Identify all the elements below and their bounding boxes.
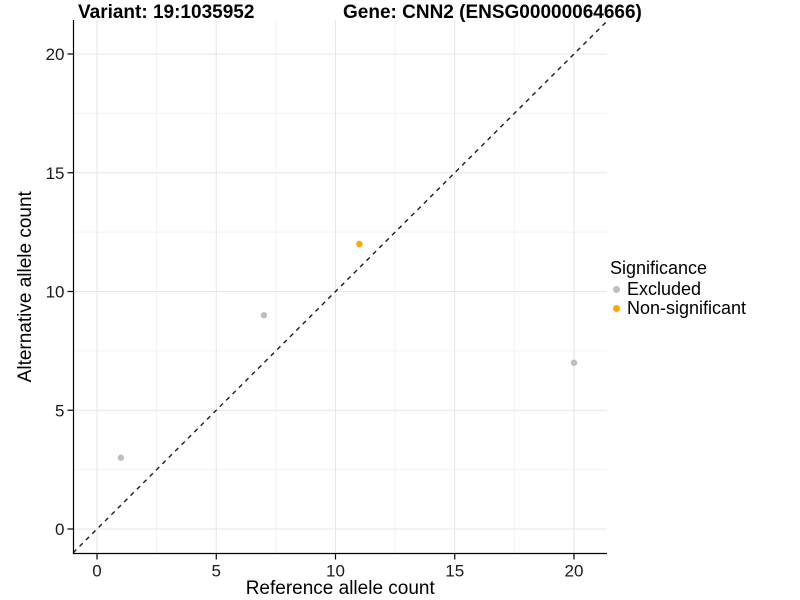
- legend-title: Significance: [610, 258, 708, 278]
- legend-item-non-significant: Non-significant: [610, 299, 746, 318]
- y-tick-label: 15: [46, 164, 65, 183]
- data-point: [570, 359, 578, 366]
- y-tick-label: 10: [46, 283, 65, 302]
- data-point: [117, 454, 125, 461]
- x-tick-label: 0: [92, 562, 101, 581]
- non-significant-dot-icon: [613, 305, 620, 312]
- legend: Significance Excluded Non-significant: [610, 257, 746, 318]
- legend-item-label: Non-significant: [627, 298, 747, 318]
- data-point: [356, 240, 363, 248]
- y-tick-label: 5: [55, 401, 64, 420]
- legend-item-label: Excluded: [627, 279, 702, 299]
- legend-item-excluded: Excluded: [610, 280, 746, 299]
- identity-line: [72, 21, 607, 554]
- y-axis-title: Alternative allele count: [15, 190, 36, 382]
- y-tick-label: 0: [55, 520, 64, 539]
- y-tick-label: 20: [46, 45, 65, 64]
- x-tick-label: 5: [212, 562, 221, 581]
- plot-title-variant: Variant: 19:1035952: [78, 2, 255, 23]
- data-point: [260, 312, 268, 319]
- plot-title-gene: Gene: CNN2 (ENSG00000064666): [343, 2, 642, 23]
- excluded-dot-icon: [613, 286, 620, 293]
- x-tick-label: 15: [445, 562, 464, 581]
- x-tick-label: 10: [326, 562, 345, 581]
- x-axis-title: Reference allele count: [246, 578, 436, 599]
- x-tick-label: 20: [565, 562, 584, 581]
